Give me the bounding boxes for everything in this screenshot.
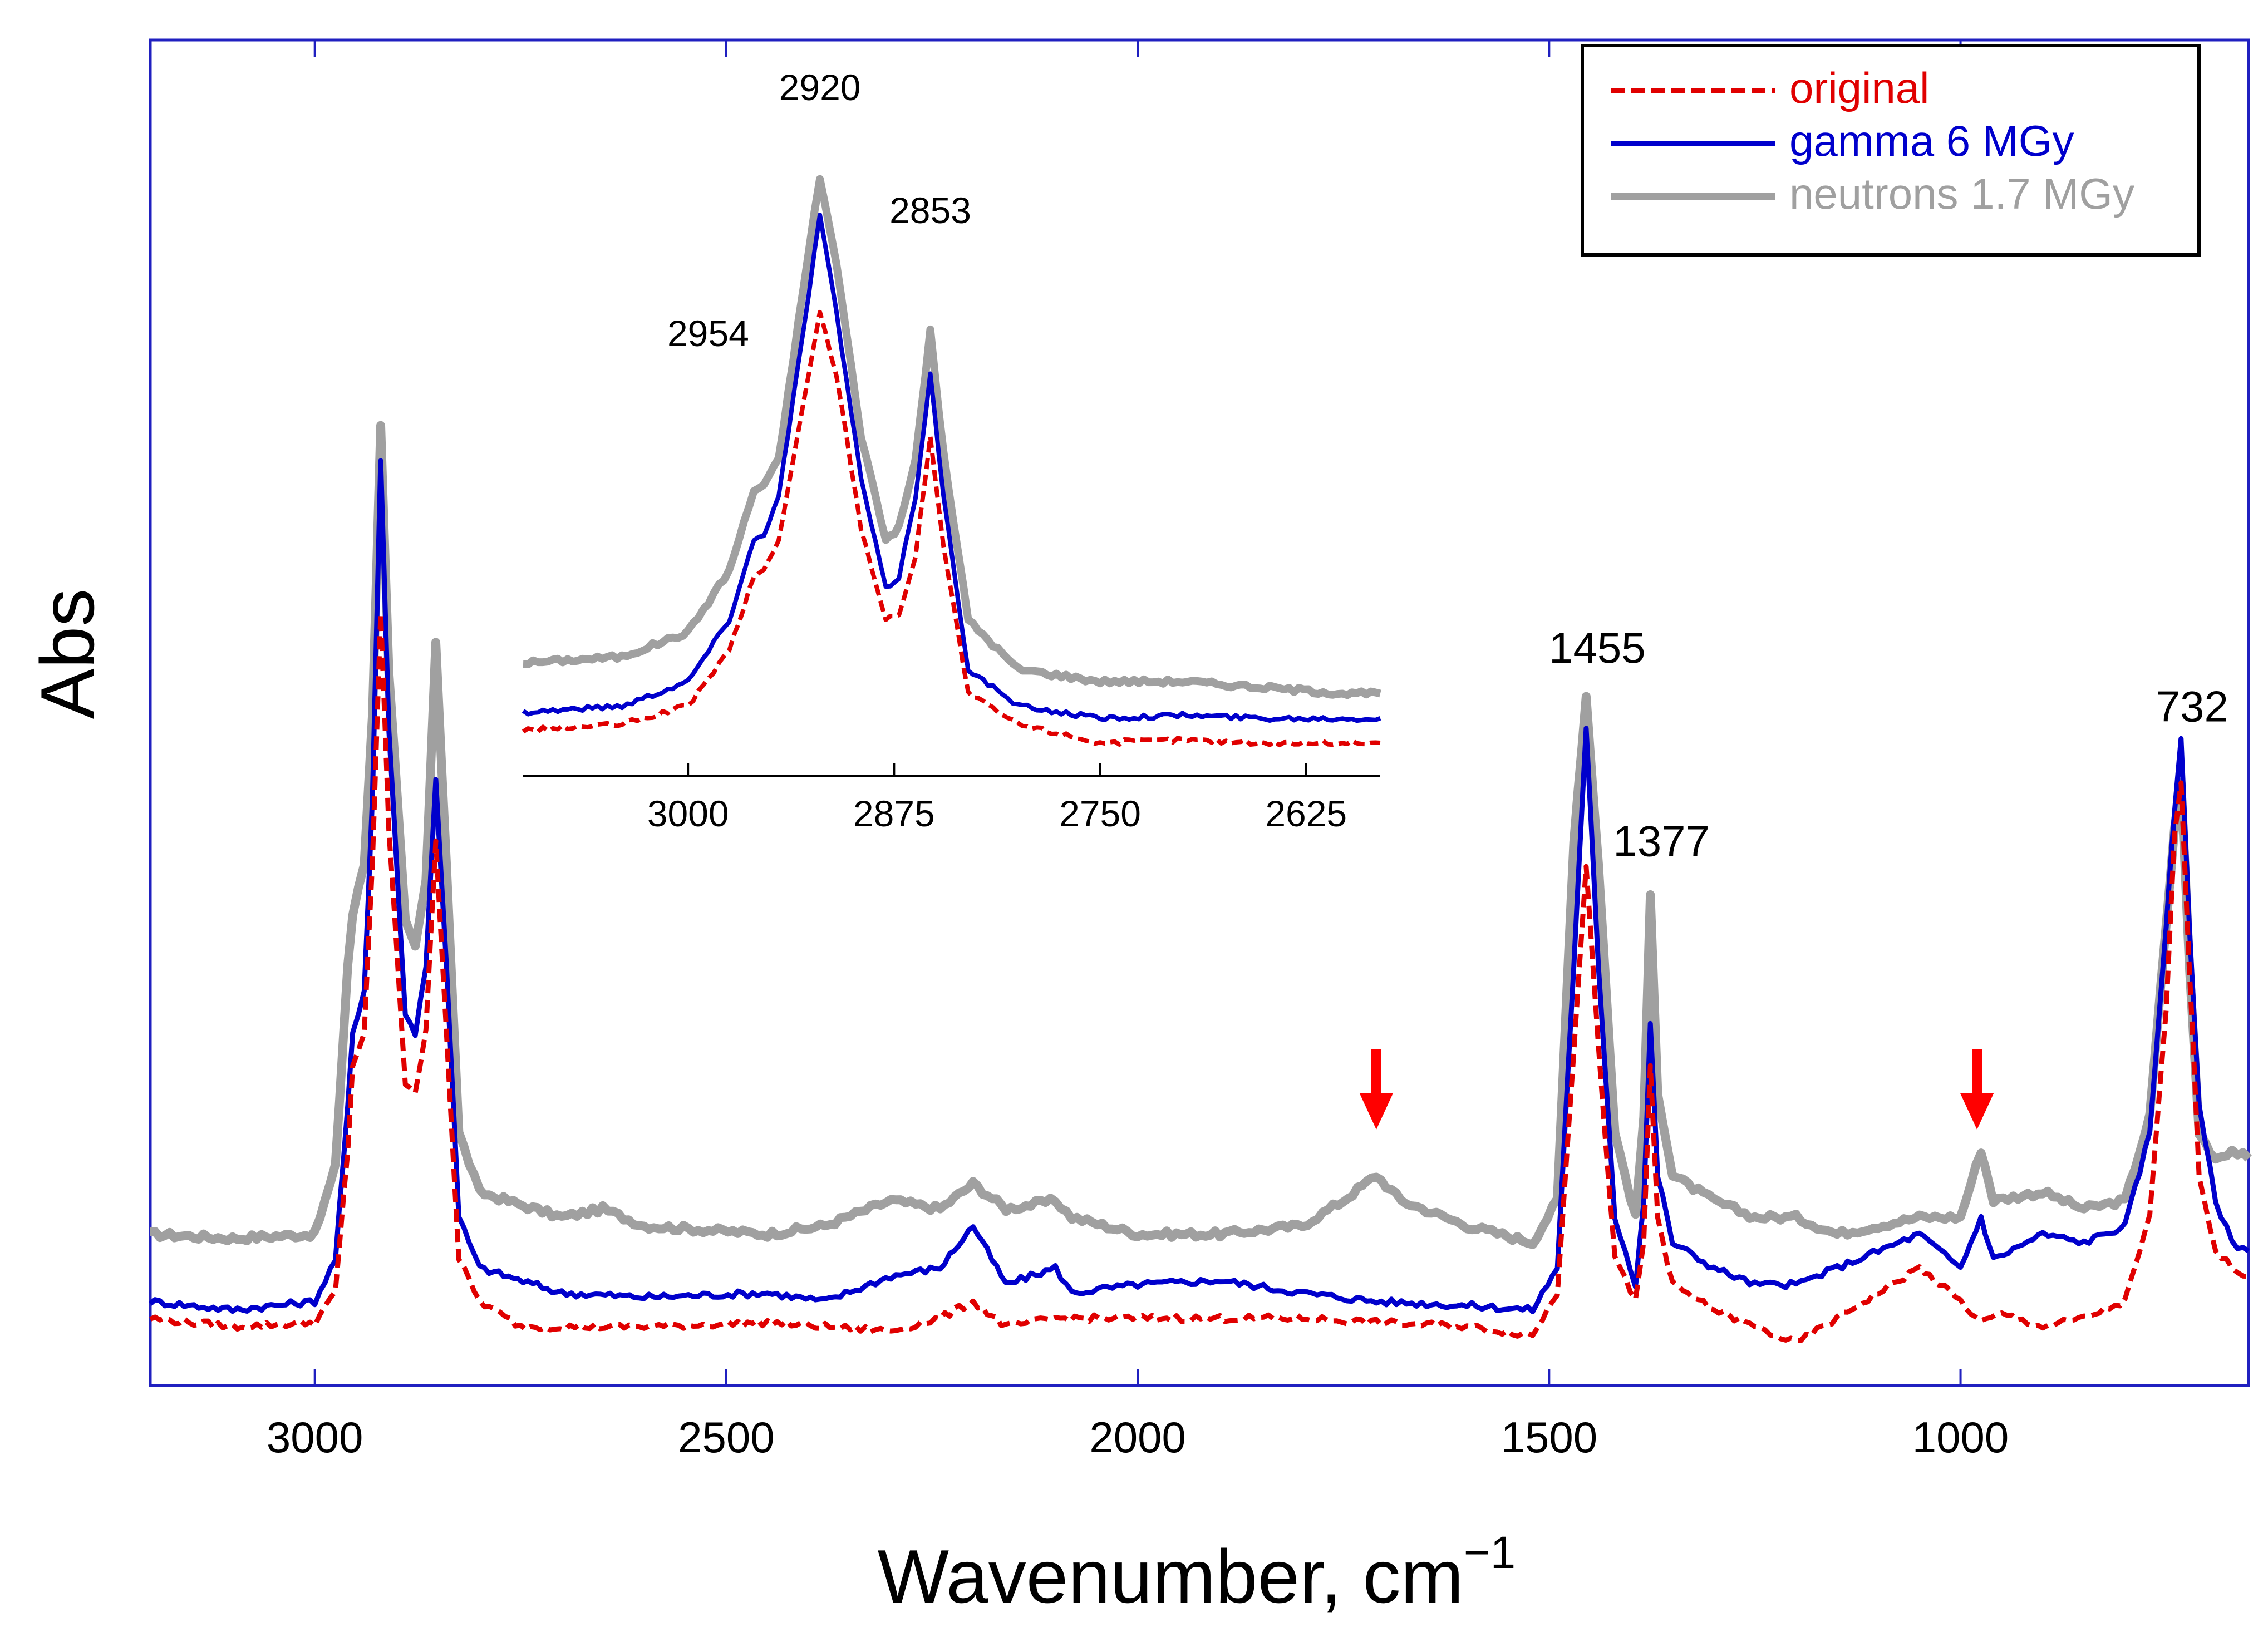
inset-peak-label: 2920 [779,67,861,108]
x-tick-label: 3000 [267,1413,363,1462]
inset-x-tick-label: 2750 [1059,793,1141,834]
inset-series-line-original [522,309,1381,748]
peak-label: 1377 [1613,816,1710,865]
legend-label: original [1789,63,1929,112]
legend-label: gamma 6 MGy [1789,116,2074,165]
inset-x-tick-label: 3000 [647,793,729,834]
inset-x-tick-label: 2875 [853,793,935,834]
legend-box [1581,44,2201,257]
peak-labels: 1455 1377 732 [1549,623,2228,866]
red-arrow-icon [1960,1049,1994,1130]
peak-label: 732 [2156,682,2228,731]
inset-peak-label: 2954 [667,313,749,354]
series-line-neutrons [150,421,2252,1249]
x-axis-title-main: Wavenumber, cm [878,1534,1464,1619]
x-axis-ticks: 3000 2500 2000 1500 1000 [267,40,2009,1462]
y-axis-title: Abs [25,589,110,719]
x-tick-label: 2500 [678,1413,775,1462]
x-tick-label: 1000 [1912,1413,2009,1462]
inset-series-line-neutrons [523,175,1381,699]
red-arrow-icon [1359,1049,1393,1130]
x-axis-title: Wavenumber, cm−1 [878,1527,1516,1619]
series-line-gamma [149,458,2250,1314]
x-tick-label: 2000 [1089,1413,1186,1462]
peak-label: 1455 [1549,623,1646,672]
x-tick-label: 1500 [1501,1413,1598,1462]
inset-x-tick-label: 2625 [1265,793,1347,834]
main-series-group [149,421,2252,1343]
red-arrows [1359,1049,1994,1130]
legend-label: neutrons 1.7 MGy [1789,169,2134,218]
inset-series-line-gamma [522,213,1381,723]
inset-peak-label: 2853 [889,190,971,231]
inset-plot: 3000 2875 2750 2625 2954 2920 2853 [522,67,1381,834]
plot-frame [149,38,2250,1387]
series-line-original [149,611,2249,1343]
x-axis-title-exponent: −1 [1464,1527,1516,1578]
